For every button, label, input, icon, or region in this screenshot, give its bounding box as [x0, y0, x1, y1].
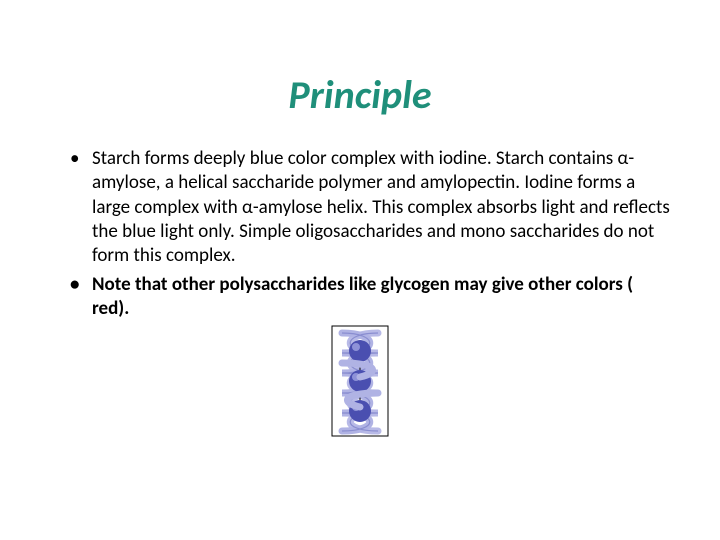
helix-icon [331, 325, 389, 437]
diagram-container [50, 325, 670, 442]
helix-diagram [331, 325, 389, 442]
bullet-item: Starch forms deeply blue color complex w… [70, 147, 670, 269]
bullet-text: Note that other polysaccharides like gly… [92, 273, 633, 320]
slide: Principle Starch forms deeply blue color… [0, 0, 720, 540]
bullet-item: Note that other polysaccharides like gly… [70, 273, 670, 322]
slide-title: Principle [50, 70, 670, 119]
bullet-text: Starch forms deeply blue color complex w… [92, 147, 670, 267]
bullet-list: Starch forms deeply blue color complex w… [50, 147, 670, 321]
